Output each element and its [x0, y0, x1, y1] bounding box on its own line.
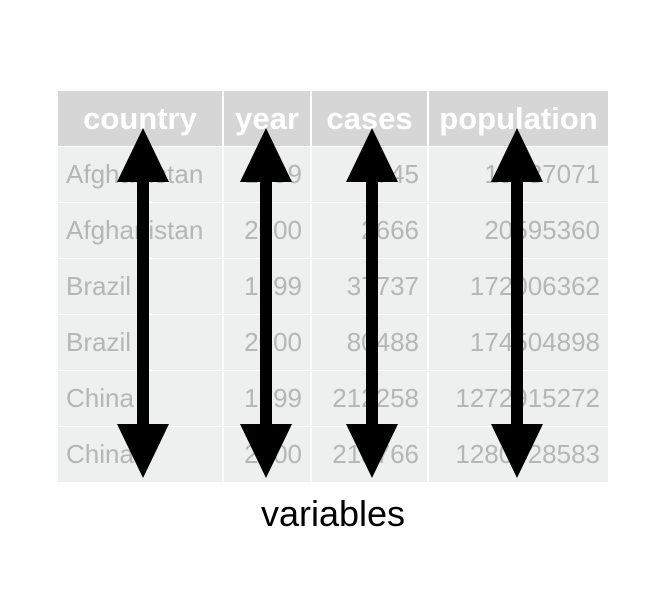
double-arrow-icon [491, 128, 543, 478]
header-population: population [428, 91, 608, 147]
cell-cases: 80488 [311, 314, 429, 371]
double-arrow-icon [117, 128, 169, 478]
header-cases: cases [311, 91, 429, 147]
diagram-caption: variables [260, 493, 406, 534]
double-arrow-icon [346, 128, 398, 478]
double-arrow-icon [240, 128, 292, 478]
